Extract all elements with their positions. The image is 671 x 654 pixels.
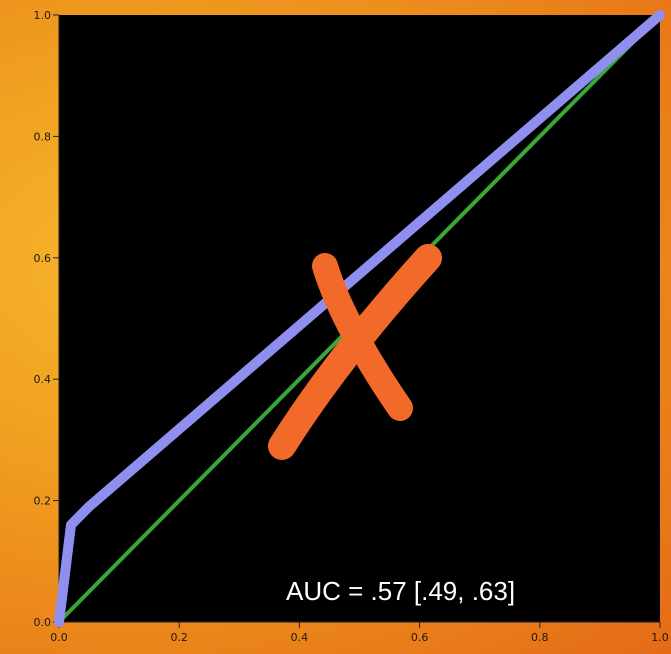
- y-tick-label: 0.0: [34, 616, 52, 629]
- y-tick-label: 0.4: [34, 373, 52, 386]
- x-tick-label: 0.4: [291, 631, 309, 644]
- y-tick-label: 0.6: [34, 252, 52, 265]
- x-tick-label: 0.2: [170, 631, 188, 644]
- x-tick-label: 0.8: [531, 631, 549, 644]
- auc-annotation: AUC = .57 [.49, .63]: [286, 576, 515, 606]
- cross-stroke: [268, 244, 442, 460]
- y-tick-label: 1.0: [34, 9, 52, 22]
- x-cross-icon: [268, 244, 442, 460]
- x-tick-label: 0.6: [411, 631, 429, 644]
- roc-curve: [54, 10, 665, 627]
- x-tick-label: 0.0: [50, 631, 68, 644]
- axis-ticks: 0.0 0.2 0.4 0.6 0.8 1.0 0.0 0.2 0.4 0.6 0.8 1.0: [34, 9, 669, 644]
- y-tick-label: 0.8: [34, 130, 52, 143]
- y-tick-label: 0.2: [34, 495, 52, 508]
- x-tick-label: 1.0: [651, 631, 669, 644]
